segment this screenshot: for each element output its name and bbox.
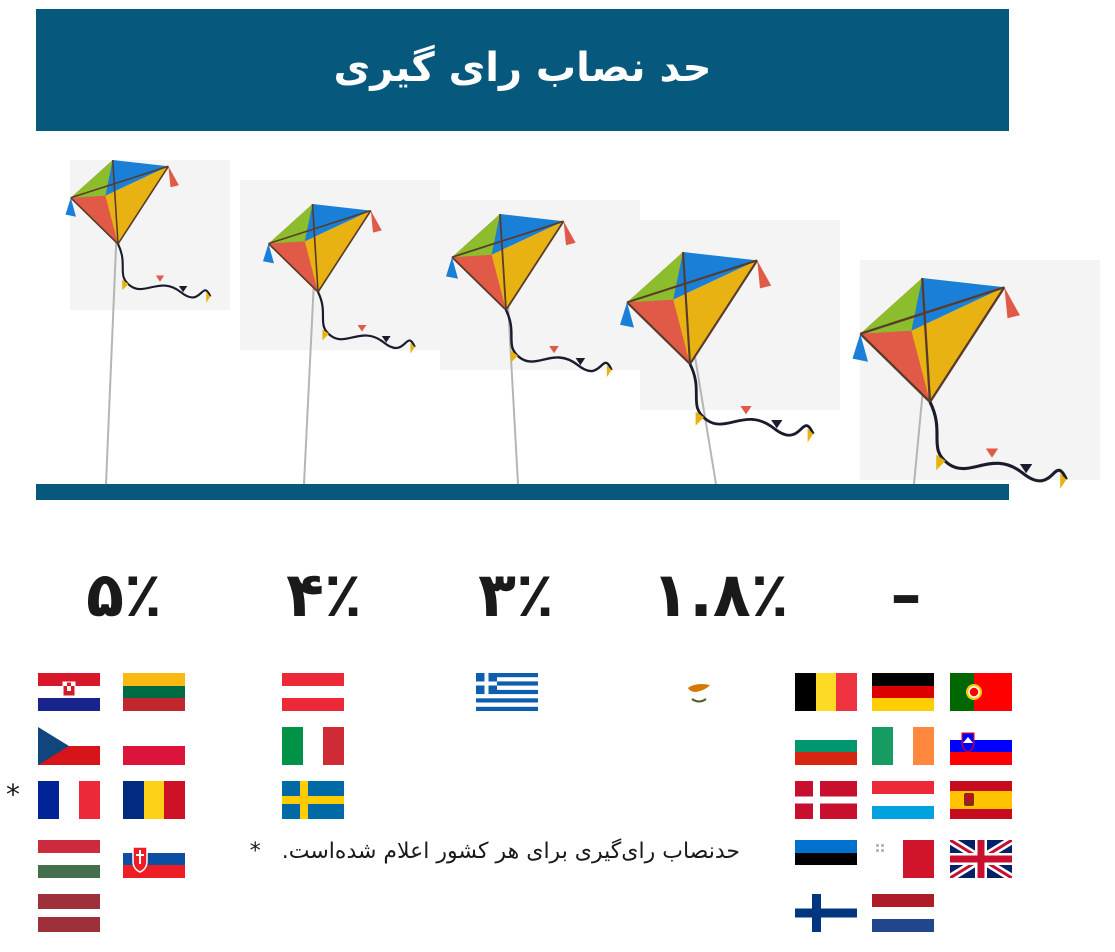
bulgaria-flag — [795, 727, 857, 765]
austria-flag — [282, 673, 344, 711]
threshold-4-label: ۴٪ — [286, 558, 362, 631]
sweden-flag — [282, 781, 344, 819]
kites-scene-svg — [64, 158, 1100, 491]
portugal-flag — [950, 673, 1012, 711]
threshold-5-label: ۵٪ — [86, 558, 162, 631]
czech-flag — [38, 727, 100, 765]
finland-flag — [795, 894, 857, 932]
estonia-flag — [795, 840, 857, 878]
uk-flag — [950, 840, 1012, 878]
croatia-flag — [38, 673, 100, 711]
footnote-text: حدنصاب رای‌گیری برای هر کشور اعلام شده‌ا… — [281, 839, 740, 864]
italy-flag — [282, 727, 344, 765]
poland-flag — [123, 727, 185, 765]
cyprus-flag — [668, 673, 730, 711]
romania-flag — [123, 781, 185, 819]
threshold-3-label: ۳٪ — [478, 558, 554, 631]
denmark-flag — [795, 781, 857, 819]
greece-flag — [476, 673, 538, 711]
slovakia-flag — [123, 840, 185, 878]
footnote-marker: * — [249, 839, 261, 864]
threshold-1-8-label: ۱.۸٪ — [651, 558, 789, 631]
malta-flag — [872, 840, 934, 878]
france-flag — [38, 781, 100, 819]
footnote: حدنصاب رای‌گیری برای هر کشور اعلام شده‌ا… — [220, 832, 740, 872]
germany-flag — [872, 673, 934, 711]
ground-bar — [36, 484, 1009, 500]
netherlands-flag — [872, 894, 934, 932]
threshold-none-label: – — [890, 558, 922, 631]
hungary-flag — [38, 840, 100, 878]
spain-flag — [950, 781, 1012, 819]
page-title: حد نصاب رای گیری — [333, 45, 712, 91]
luxembourg-flag — [872, 781, 934, 819]
kites-illustration — [0, 140, 1115, 520]
france-asterisk: * — [6, 778, 20, 811]
slovenia-flag — [950, 727, 1012, 765]
ireland-flag — [872, 727, 934, 765]
title-banner: حد نصاب رای گیری — [36, 9, 1009, 131]
latvia-flag — [38, 894, 100, 932]
lithuania-flag — [123, 673, 185, 711]
belgium-flag — [795, 673, 857, 711]
